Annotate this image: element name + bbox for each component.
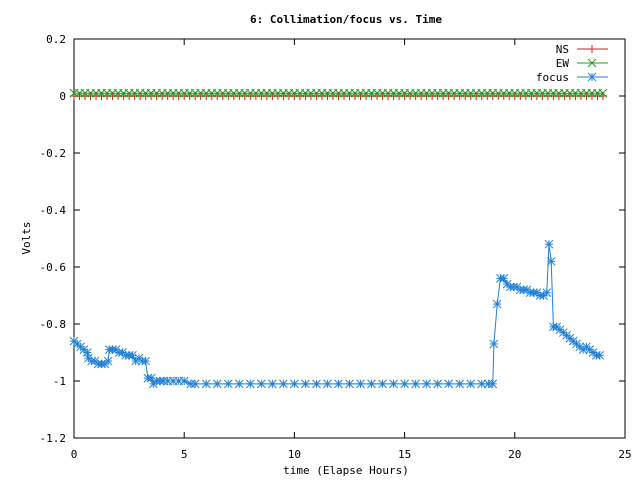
tick-labels: 0 5 10 15 20 25 0.2 0 -0.2 -0.4 -0.6 -0.8 -1 -1.2 xyxy=(40,33,632,461)
y-axis-label: Volts xyxy=(20,221,33,254)
x-axis-label: time (Elapse Hours) xyxy=(283,464,409,477)
data-point xyxy=(212,379,222,389)
data-point xyxy=(103,356,113,366)
y-tick-label: -0.2 xyxy=(40,147,67,160)
x-tick-label: 10 xyxy=(288,448,301,461)
data-point xyxy=(190,379,200,389)
tick-marks xyxy=(73,38,626,439)
data-point xyxy=(595,350,605,360)
data-point xyxy=(546,256,556,266)
plot-frame xyxy=(73,38,626,439)
data-point xyxy=(245,379,255,389)
legend-label: EW xyxy=(556,57,570,70)
data-point xyxy=(544,239,554,249)
data-point xyxy=(488,379,498,389)
data-point xyxy=(483,379,493,389)
data-point xyxy=(492,299,502,309)
data-point xyxy=(345,379,354,389)
data-point xyxy=(598,88,608,98)
data-point xyxy=(367,379,376,389)
y-tick-label: -0.8 xyxy=(40,318,67,331)
data-point xyxy=(455,379,465,389)
y-tick-label: -1.2 xyxy=(40,432,67,445)
y-tick-label: 0 xyxy=(59,90,66,103)
x-tick-label: 0 xyxy=(71,448,78,461)
data-point xyxy=(290,379,299,389)
data-point xyxy=(223,379,233,389)
data-point xyxy=(268,379,277,389)
data-point xyxy=(400,379,409,389)
data-point xyxy=(444,379,454,389)
data-point xyxy=(356,379,365,389)
series-line xyxy=(73,244,600,385)
data-point xyxy=(477,379,487,389)
legend-marker xyxy=(587,58,597,68)
data-point xyxy=(234,379,244,389)
x-tick-label: 5 xyxy=(181,448,188,461)
x-tick-label: 25 xyxy=(618,448,631,461)
data-point xyxy=(334,379,343,389)
y-tick-label: 0.2 xyxy=(46,33,66,46)
data-point xyxy=(422,379,431,389)
series-focus xyxy=(69,239,605,389)
y-tick-label: -0.4 xyxy=(40,204,67,217)
data-point xyxy=(433,379,443,389)
data-point xyxy=(301,379,310,389)
legend-marker xyxy=(587,72,597,82)
x-tick-label: 20 xyxy=(508,448,521,461)
data-point xyxy=(256,379,266,389)
data-point xyxy=(378,379,387,389)
data-point xyxy=(312,379,321,389)
data-point xyxy=(489,339,499,349)
series-ew xyxy=(69,88,608,98)
data-point xyxy=(279,379,288,389)
series-layer xyxy=(69,88,608,389)
chart-title: 6: Collimation/focus vs. Time xyxy=(250,13,442,26)
y-tick-label: -0.6 xyxy=(40,261,67,274)
data-point xyxy=(323,379,332,389)
data-point xyxy=(201,379,211,389)
data-point xyxy=(389,379,398,389)
legend-marker xyxy=(588,45,596,53)
x-tick-label: 15 xyxy=(398,448,411,461)
legend-label: NS xyxy=(556,43,569,56)
data-point xyxy=(542,288,552,298)
legend-label: focus xyxy=(536,71,569,84)
data-point xyxy=(82,348,92,357)
data-point xyxy=(466,379,476,389)
data-point xyxy=(141,356,150,366)
data-point xyxy=(411,379,420,389)
y-tick-label: -1 xyxy=(53,375,66,388)
